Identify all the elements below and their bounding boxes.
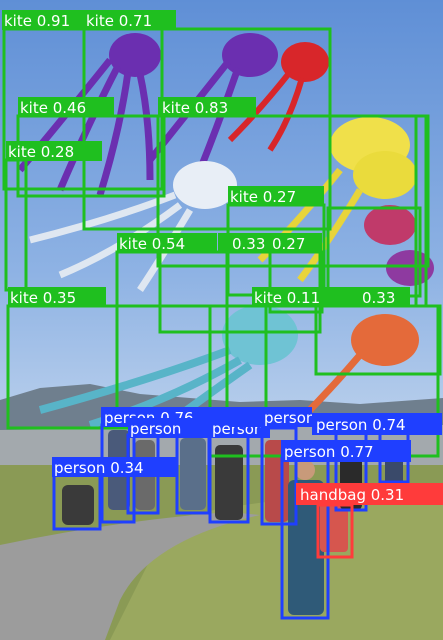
label-background bbox=[296, 483, 443, 505]
label-background bbox=[128, 418, 210, 438]
label-class: 0.33 bbox=[232, 235, 265, 253]
detection-kite-083: kite 0.83 bbox=[156, 97, 430, 268]
label-background bbox=[230, 407, 312, 427]
detection-person-d: person bbox=[230, 407, 315, 526]
label-background bbox=[281, 440, 411, 462]
bounding-box bbox=[4, 158, 28, 292]
label-class: person bbox=[130, 420, 181, 438]
bounding-box bbox=[314, 304, 442, 376]
detection-person-074: person 0.74 bbox=[312, 413, 442, 512]
label-background bbox=[158, 97, 256, 117]
detection-kite-033-b: 0.33 bbox=[314, 287, 442, 376]
detection-kite-071: kite 0.71 bbox=[82, 10, 332, 231]
detection-kite-yellow-box bbox=[326, 206, 422, 298]
label-class: kite 0.28 bbox=[8, 143, 74, 161]
label-background bbox=[312, 413, 442, 435]
label-class: person 0.77 bbox=[284, 443, 374, 461]
label-class: kite 0.27 bbox=[230, 188, 296, 206]
label-class: 0.27 bbox=[272, 235, 305, 253]
label-background bbox=[52, 457, 176, 477]
label-class: person 0.74 bbox=[316, 416, 406, 434]
label-class: 0.33 bbox=[362, 289, 395, 307]
bounding-box bbox=[208, 433, 250, 524]
detection-kite-046: kite 0.46 bbox=[16, 97, 166, 198]
detection-kite-right-edge bbox=[414, 114, 428, 308]
label-class: kite 0.91 bbox=[4, 12, 70, 30]
detection-kite-027-a: kite 0.27 bbox=[226, 186, 326, 297]
label-class: kite 0.54 bbox=[119, 235, 185, 253]
bounding-box bbox=[52, 473, 102, 531]
label-class: person 0.34 bbox=[54, 459, 144, 477]
label-background bbox=[218, 233, 270, 253]
bounding-box bbox=[175, 433, 211, 515]
detection-kite-035: kite 0.35 bbox=[6, 287, 268, 430]
label-background bbox=[84, 10, 176, 30]
label-class: handbag 0.31 bbox=[300, 486, 404, 504]
label-class: kite 0.83 bbox=[162, 99, 228, 117]
label-background bbox=[270, 233, 322, 253]
bounding-box bbox=[156, 114, 430, 268]
bounding-box bbox=[260, 426, 298, 526]
walking-path bbox=[0, 512, 260, 640]
detection-person-a: person bbox=[126, 418, 210, 515]
label-background bbox=[352, 287, 410, 307]
bounding-box bbox=[280, 456, 330, 620]
label-background bbox=[8, 287, 106, 307]
detection-person-034: person 0.34 bbox=[52, 457, 176, 531]
detection-kite-027-b: 0.27 bbox=[268, 233, 324, 314]
label-background bbox=[252, 287, 352, 307]
label-class: person bbox=[264, 409, 315, 427]
label-background bbox=[2, 10, 92, 30]
label-class: kite 0.35 bbox=[10, 289, 76, 307]
detection-person-b bbox=[175, 433, 211, 515]
detection-person-077: person 0.77 bbox=[280, 440, 411, 620]
detection-handbag-031: handbag 0.31 bbox=[296, 483, 443, 559]
label-background bbox=[228, 186, 324, 206]
label-class: kite 0.71 bbox=[86, 12, 152, 30]
label-class: kite 0.46 bbox=[20, 99, 86, 117]
label-background bbox=[6, 141, 102, 161]
bounding-box bbox=[414, 114, 428, 308]
label-class: kite 0.11 bbox=[254, 289, 320, 307]
pink-octopus-kite bbox=[364, 205, 434, 286]
detection-kite-028: kite 0.28 bbox=[4, 141, 102, 292]
bounding-box bbox=[326, 206, 422, 298]
label-background bbox=[18, 97, 114, 117]
bounding-box bbox=[82, 27, 332, 231]
bounding-box bbox=[316, 503, 354, 559]
label-background bbox=[117, 233, 217, 253]
